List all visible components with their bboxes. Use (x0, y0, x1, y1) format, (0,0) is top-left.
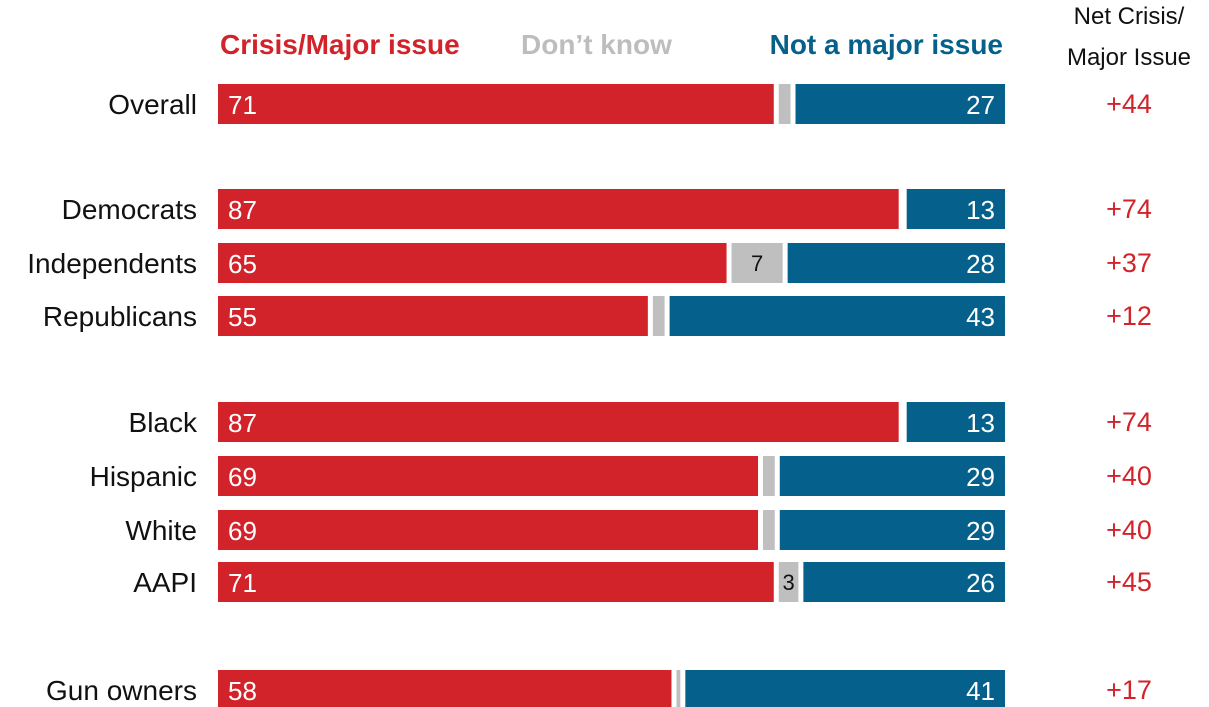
not-major-bar (669, 296, 1005, 336)
not-major-bar (779, 510, 1005, 550)
net-header-line2: Major Issue (1067, 44, 1191, 71)
row-label: Independents (27, 248, 197, 279)
net-value-label: +40 (1106, 515, 1152, 545)
net-value-label: +37 (1106, 248, 1152, 278)
row-label: AAPI (133, 567, 197, 598)
crisis-value-label: 58 (228, 676, 257, 706)
not-major-value-label: 28 (966, 249, 995, 279)
dont-know-bar (763, 456, 775, 496)
not-major-value-label: 29 (966, 462, 995, 492)
not-major-bar (906, 189, 1005, 229)
crisis-value-label: 65 (228, 249, 257, 279)
not-major-bar (685, 670, 1005, 707)
net-value-label: +74 (1106, 194, 1152, 224)
row-label: Hispanic (90, 461, 197, 492)
crisis-value-label: 87 (228, 195, 257, 225)
crisis-value-label: 69 (228, 516, 257, 546)
not-major-value-label: 26 (966, 568, 995, 598)
not-major-value-label: 13 (966, 408, 995, 438)
crisis-value-label: 87 (228, 408, 257, 438)
net-value-label: +44 (1106, 89, 1152, 119)
not-major-value-label: 29 (966, 516, 995, 546)
crisis-bar (218, 562, 774, 602)
dont-know-value-label: 7 (751, 251, 763, 276)
crisis-bar (218, 510, 759, 550)
row-label: Overall (108, 89, 197, 120)
dont-know-bar (652, 296, 665, 336)
row-label: Gun owners (46, 675, 197, 706)
crisis-value-label: 69 (228, 462, 257, 492)
dont-know-value-label: 3 (782, 570, 794, 595)
net-value-label: +12 (1106, 301, 1152, 331)
crisis-value-label: 71 (228, 90, 257, 120)
legend-not-major: Not a major issue (770, 29, 1003, 60)
net-value-label: +40 (1106, 461, 1152, 491)
dont-know-bar (676, 670, 681, 707)
net-header-line1: Net Crisis/ (1074, 3, 1185, 30)
row-label: Black (129, 407, 198, 438)
not-major-value-label: 13 (966, 195, 995, 225)
row-label: White (125, 515, 197, 546)
not-major-bar (803, 562, 1005, 602)
net-value-label: +74 (1106, 407, 1152, 437)
not-major-value-label: 43 (966, 302, 995, 332)
net-value-label: +45 (1106, 567, 1152, 597)
crisis-bar (218, 456, 759, 496)
net-value-label: +17 (1106, 675, 1152, 705)
dont-know-bar (778, 84, 791, 124)
dont-know-bar (763, 510, 775, 550)
row-label: Republicans (43, 301, 197, 332)
crisis-bar (218, 189, 899, 229)
not-major-bar (906, 402, 1005, 442)
crisis-value-label: 71 (228, 568, 257, 598)
crisis-bar (218, 84, 774, 124)
crisis-bar (218, 670, 672, 707)
dont-know-bar (778, 562, 799, 602)
crisis-bar (218, 243, 727, 283)
legend-dont-know: Don’t know (521, 29, 672, 60)
not-major-value-label: 41 (966, 676, 995, 706)
not-major-bar (795, 84, 1005, 124)
not-major-bar (787, 243, 1005, 283)
crisis-bar (218, 402, 899, 442)
rows-layer: Overall 71 27 +44 Democrats 87 13 +74 Independen… (27, 84, 1152, 707)
dont-know-bar (731, 243, 783, 283)
row-label: Democrats (62, 194, 197, 225)
not-major-bar (779, 456, 1005, 496)
not-major-value-label: 27 (966, 90, 995, 120)
legend-crisis: Crisis/Major issue (220, 29, 460, 60)
crisis-bar (218, 296, 648, 336)
crisis-value-label: 55 (228, 302, 257, 332)
